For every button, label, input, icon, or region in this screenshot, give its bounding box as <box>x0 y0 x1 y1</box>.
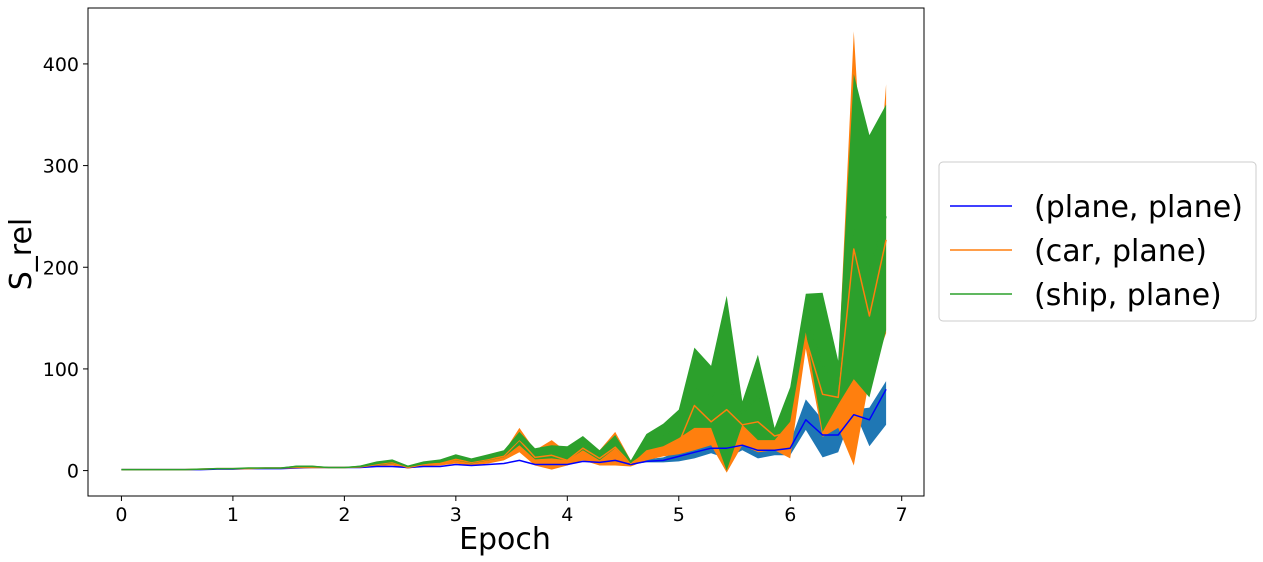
legend-label-1: (car, plane) <box>1034 234 1207 269</box>
y-tick-label: 100 <box>43 359 79 381</box>
x-tick-label: 3 <box>450 504 462 526</box>
y-axis-ticks: 0 100 200 300 400 <box>43 54 88 483</box>
y-tick-label: 400 <box>43 54 79 76</box>
series-lines <box>121 216 887 471</box>
x-tick-label: 4 <box>561 504 573 526</box>
legend-label-2: (ship, plane) <box>1034 278 1222 313</box>
legend: (plane, plane) (car, plane) (ship, plane) <box>938 161 1257 322</box>
legend-frame <box>938 161 1257 322</box>
x-tick-label: 7 <box>896 504 908 526</box>
legend-items: (plane, plane) (car, plane) (ship, plane) <box>950 190 1243 313</box>
x-axis-ticks: 0 1 2 3 4 5 6 7 <box>115 496 908 526</box>
y-tick-label: 300 <box>43 156 79 178</box>
x-tick-label: 2 <box>338 504 350 526</box>
x-axis-title: Epoch <box>459 522 551 557</box>
y-tick-label: 200 <box>43 257 79 279</box>
plot-frame <box>87 7 925 497</box>
series-line-2 <box>121 216 887 471</box>
x-tick-label: 0 <box>115 504 127 526</box>
x-tick-label: 6 <box>784 504 796 526</box>
y-tick-label: 0 <box>67 461 79 483</box>
x-tick-label: 1 <box>227 504 239 526</box>
legend-label-0: (plane, plane) <box>1034 190 1243 225</box>
series-band-2 <box>121 74 887 471</box>
x-tick-label: 5 <box>673 504 685 526</box>
confidence-bands <box>121 31 887 473</box>
y-axis-title: S_rel <box>4 218 39 291</box>
